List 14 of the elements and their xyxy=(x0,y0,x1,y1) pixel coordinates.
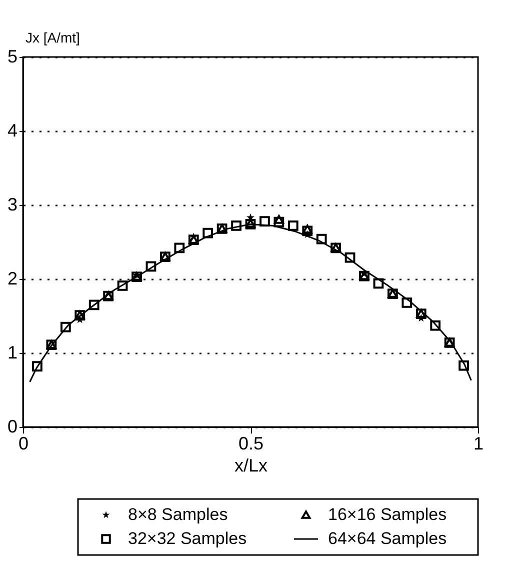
y-tick-label: 0 xyxy=(7,416,18,436)
legend-label: 32×32 Samples xyxy=(128,529,247,548)
x-tick-label: 1 xyxy=(473,434,484,454)
y-tick-label: 1 xyxy=(7,342,18,362)
legend-label: 64×64 Samples xyxy=(328,529,447,548)
y-tick-label: 3 xyxy=(7,194,18,214)
y-tick-label: 5 xyxy=(7,46,18,66)
legend-label: 16×16 Samples xyxy=(328,505,447,524)
legend-label: 8×8 Samples xyxy=(128,505,228,524)
x-axis-title: x/Lx xyxy=(234,456,268,476)
x-tick-label: 0.5 xyxy=(238,434,264,454)
y-tick-label: 4 xyxy=(7,120,18,140)
y-axis-title: Jx [A/mt] xyxy=(26,30,80,46)
y-tick-label: 2 xyxy=(7,268,18,288)
